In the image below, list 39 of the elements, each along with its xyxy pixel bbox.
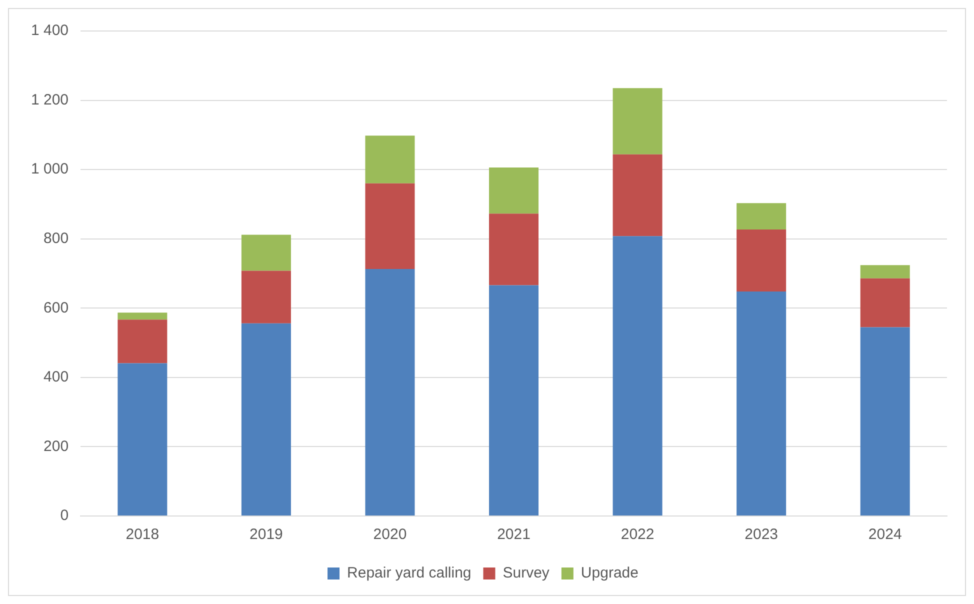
bar: [489, 214, 539, 286]
y-tick-label: 0: [60, 507, 69, 524]
bar: [365, 268, 415, 516]
bar: [118, 312, 168, 320]
legend-label: Repair yard calling: [347, 564, 472, 582]
bar: [736, 292, 786, 516]
x-tick-label: 2023: [744, 526, 778, 544]
legend-label: Survey: [502, 564, 550, 582]
x-tick-label: 2024: [868, 526, 902, 544]
bar: [489, 285, 539, 516]
legend-label: Upgrade: [580, 564, 638, 582]
bar: [118, 320, 168, 364]
y-tick-label: 600: [44, 299, 69, 316]
x-tick-label: 2020: [373, 526, 407, 544]
x-tick-label: 2022: [620, 526, 654, 544]
y-tick-label: 200: [44, 438, 69, 455]
bar: [241, 270, 291, 324]
bar: [365, 136, 415, 184]
y-tick-label: 400: [44, 368, 69, 386]
bar: [489, 167, 539, 214]
bar: [860, 278, 910, 328]
bar: [118, 363, 168, 516]
y-tick-label: 1 400: [30, 22, 69, 40]
bar: [860, 265, 910, 278]
bar: [736, 203, 786, 230]
bar: [736, 230, 786, 292]
bar: [612, 236, 662, 516]
x-tick-label: 2019: [250, 526, 283, 544]
bar: [860, 327, 910, 516]
bar: [241, 234, 291, 271]
bar: [612, 88, 662, 154]
y-tick-label: 800: [44, 230, 69, 247]
y-tick-label: 1 200: [30, 91, 69, 108]
bar: [365, 183, 415, 269]
x-tick-label: 2018: [126, 526, 160, 544]
x-tick-label: 2021: [497, 526, 530, 544]
bar: [612, 154, 662, 236]
y-tick-label: 1 000: [30, 160, 69, 178]
bar: [241, 323, 291, 516]
